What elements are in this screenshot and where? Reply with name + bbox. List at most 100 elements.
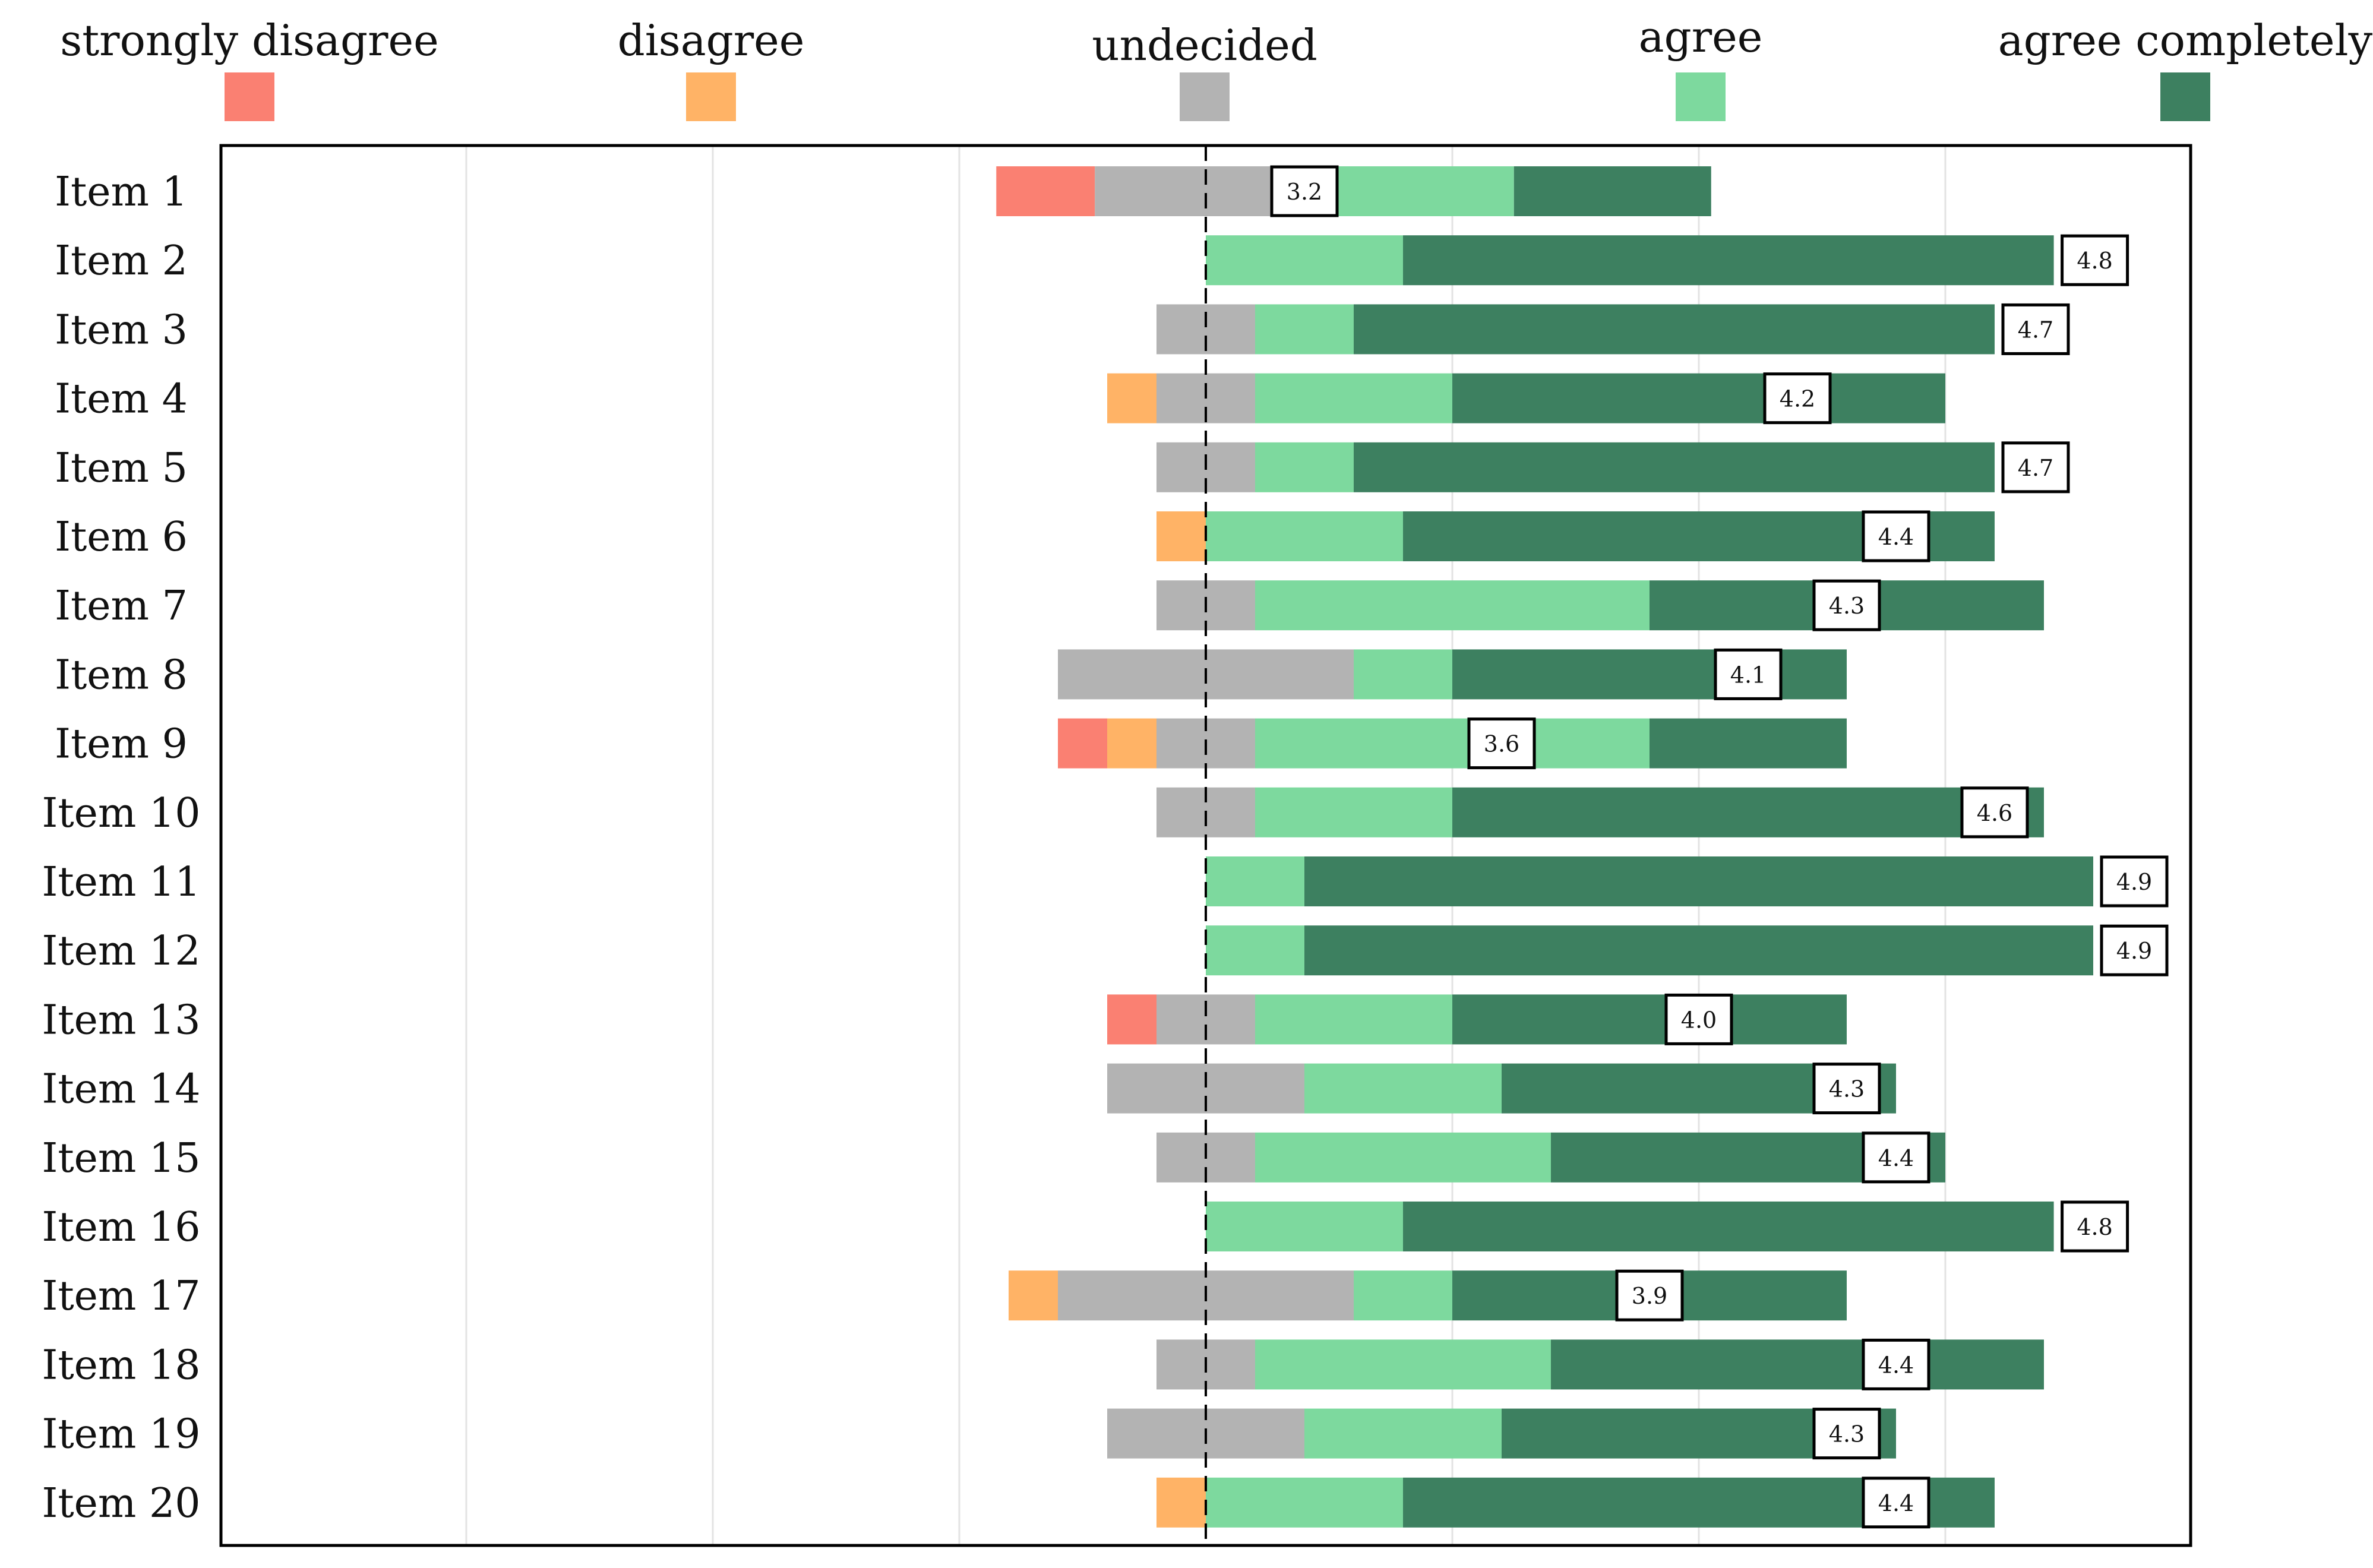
mean-label: 3.9: [1632, 1283, 1667, 1309]
bar-segment-a: [1206, 511, 1403, 561]
bar-segment-sd: [1058, 718, 1107, 769]
bar-row: 3.2: [996, 165, 1711, 217]
bar-row: 4.3: [1157, 579, 2044, 631]
bar-segment-a: [1206, 1477, 1403, 1528]
item-label: Item 15: [42, 1135, 200, 1182]
mean-box: [2001, 303, 2070, 355]
legend: strongly disagree disagree undecided agree a…: [60, 12, 2373, 121]
mean-box: [1862, 1338, 1930, 1390]
bar-segment-a: [1255, 1132, 1551, 1183]
bar-row: 4.2: [1107, 372, 1945, 425]
mean-label: 4.2: [1780, 386, 1815, 412]
bar-row: 4.9: [1206, 924, 2169, 976]
mean-box: [2061, 234, 2129, 286]
item-label: Item 5: [55, 445, 188, 492]
bar-row: 3.9: [1009, 1269, 1847, 1322]
item-label: Item 6: [55, 514, 188, 561]
bar-segment-a: [1206, 235, 1403, 286]
mean-box: [1960, 786, 2029, 839]
mean-label: 4.4: [1878, 524, 1914, 550]
bar-row: 4.7: [1157, 441, 2070, 494]
mean-box: [1812, 1063, 1881, 1115]
bar-segment-a: [1255, 373, 1452, 423]
bar-row: 4.9: [1206, 855, 2169, 908]
bar-segment-ac: [1403, 1202, 2054, 1251]
item-label: Item 3: [55, 306, 188, 353]
legend-label-ac: agree completely: [1998, 15, 2373, 65]
bar-segment-ac: [1304, 925, 2093, 976]
bar-segment-a: [1206, 925, 1304, 976]
bar-segment-a: [1354, 649, 1452, 700]
bar-segment-d: [1107, 718, 1157, 769]
item-label: Item 14: [42, 1066, 200, 1113]
bar-segment-ac: [1452, 787, 2044, 837]
bar-segment-a: [1255, 1339, 1551, 1390]
mean-box: [1270, 165, 1339, 217]
bar-segment-d: [1157, 1477, 1206, 1528]
item-label: Item 19: [42, 1411, 200, 1458]
mean-label: 4.7: [2018, 455, 2053, 481]
mean-box: [1467, 717, 1536, 770]
mean-label: 4.6: [1977, 800, 2012, 826]
mean-box: [1664, 993, 1733, 1045]
mean-label: 4.4: [1878, 1352, 1914, 1378]
bar-row: 4.0: [1107, 993, 1847, 1045]
bar-row: 4.8: [1206, 1200, 2129, 1253]
mean-box: [1812, 1408, 1881, 1460]
mean-label: 4.4: [1878, 1145, 1914, 1171]
item-label: Item 2: [55, 238, 188, 284]
bar-row: 4.7: [1157, 303, 2070, 355]
bar-segment-sd: [996, 166, 1095, 216]
mean-box: [1862, 1131, 1930, 1184]
bar-segment-a: [1255, 580, 1650, 631]
mean-label: 4.7: [2018, 317, 2053, 343]
bar-row: 4.4: [1157, 1477, 1995, 1529]
mean-label: 4.3: [1829, 1421, 1865, 1447]
mean-label: 3.6: [1484, 731, 1519, 757]
legend-swatch-sd: [225, 72, 274, 121]
item-label: Item 13: [42, 997, 200, 1044]
mean-box: [1714, 648, 1783, 700]
bar-row: 4.6: [1157, 786, 2044, 839]
mean-label: 3.2: [1287, 179, 1322, 205]
bar-segment-ac: [1513, 166, 1711, 216]
mean-box: [2001, 441, 2070, 494]
bar-row: 4.4: [1157, 510, 1995, 562]
item-label: Item 16: [42, 1204, 200, 1251]
item-label: Item 12: [42, 928, 200, 975]
legend-label-a: agree: [1639, 12, 1763, 62]
bar-segment-ac: [1452, 373, 1945, 423]
item-label: Item 7: [55, 583, 188, 630]
item-label: Item 17: [42, 1273, 200, 1320]
legend-swatch-ac: [2160, 72, 2210, 121]
item-label: Item 8: [55, 652, 188, 698]
bar-segment-a: [1255, 304, 1354, 355]
mean-label: 4.3: [1829, 593, 1865, 619]
bar-row: 4.3: [1107, 1063, 1896, 1115]
mean-label: 4.9: [2116, 938, 2152, 964]
item-label: Item 1: [55, 169, 188, 216]
mean-box: [2100, 855, 2169, 908]
mean-label: 4.3: [1829, 1076, 1865, 1102]
bar-segment-d: [1157, 511, 1206, 561]
legend-swatch-d: [686, 72, 736, 121]
bar-segment-a: [1304, 1408, 1502, 1459]
bar-row: 4.8: [1206, 234, 2129, 286]
bar-segment-ac: [1354, 442, 1995, 492]
item-labels: Item 1 Item 2 Item 3 Item 4 Item 5 Item 6 Item…: [42, 169, 200, 1527]
mean-label: 4.0: [1681, 1007, 1717, 1033]
item-label: Item 9: [55, 721, 188, 768]
bar-row: 4.3: [1107, 1408, 1896, 1460]
legend-label-sd: strongly disagree: [60, 15, 438, 65]
item-label: Item 10: [42, 790, 200, 837]
bar-segment-a: [1255, 718, 1650, 769]
bar-row: 4.4: [1157, 1338, 2044, 1390]
mean-box: [1812, 579, 1881, 631]
mean-label: 4.1: [1730, 662, 1766, 688]
bar-segment-a: [1316, 166, 1514, 216]
bar-segment-ac: [1452, 994, 1847, 1045]
mean-box: [1615, 1269, 1684, 1322]
bar-segment-d: [1009, 1270, 1058, 1321]
bars: 3.2 4.8 4.7 4.2 4.7 4.4 4.3 4.1 3.6 4.6 4.9 4.9 4.0 4…: [996, 165, 2169, 1529]
